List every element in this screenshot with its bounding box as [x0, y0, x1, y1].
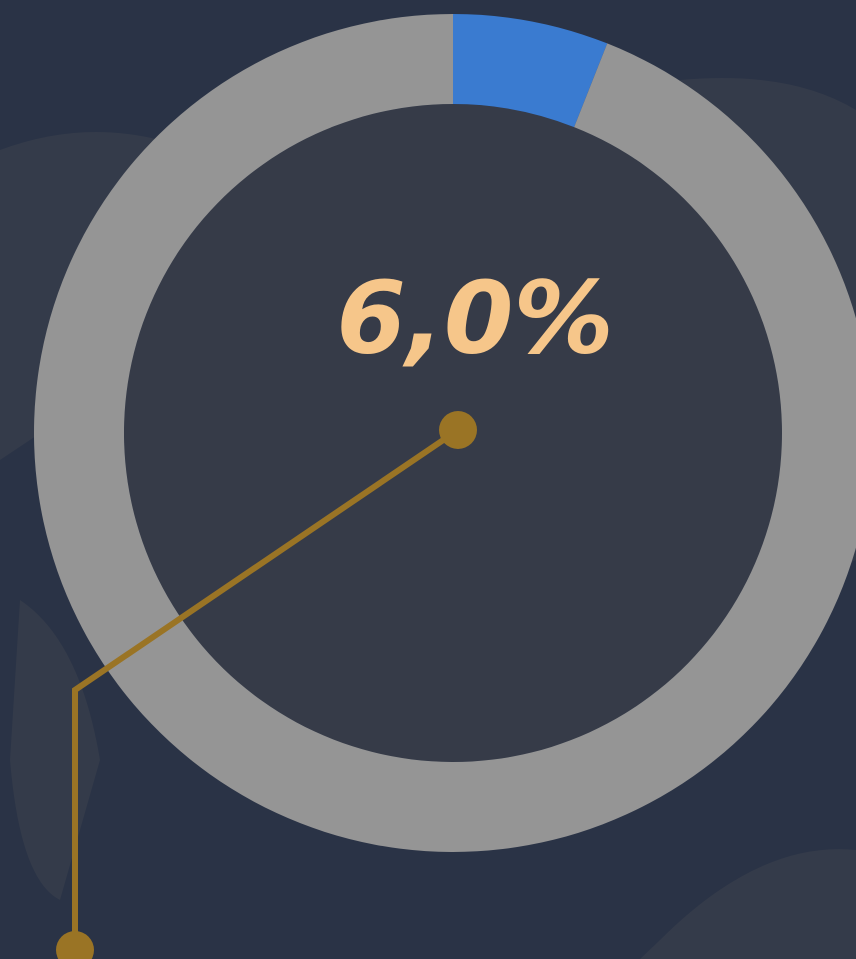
- donut-ring: [34, 14, 856, 852]
- map-shape: [640, 849, 856, 959]
- value-label: 6,0%: [336, 259, 613, 376]
- leader-dot: [56, 931, 94, 959]
- leader-dot: [439, 411, 477, 449]
- leader-line: [72, 427, 460, 950]
- donut-segment: [453, 14, 608, 128]
